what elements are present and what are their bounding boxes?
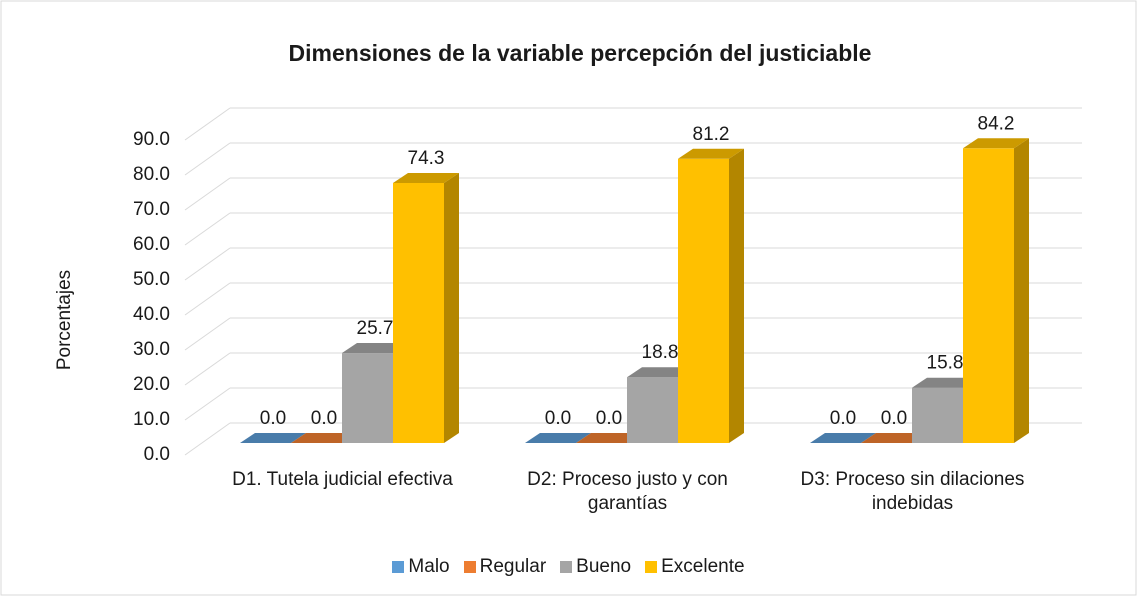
grid-line: [184, 142, 231, 176]
bar: [963, 148, 1014, 444]
chart-title: Dimensiones de la variable percepción de…: [289, 40, 872, 66]
y-tick-label: 70.0: [133, 199, 170, 220]
grid-line: [184, 282, 231, 316]
legend-swatch: [560, 561, 573, 573]
bar-top: [912, 377, 978, 388]
bar-top: [342, 343, 408, 354]
y-tick-label: 50.0: [133, 269, 170, 290]
grid-line: [184, 422, 231, 456]
bar-group: [240, 433, 306, 443]
y-tick-label: 80.0: [133, 164, 170, 185]
legend-item: Excelente: [645, 556, 745, 578]
y-tick-label: 30.0: [133, 339, 170, 360]
data-label: 0.0: [596, 408, 622, 429]
bar: [342, 353, 393, 443]
bar-top: [240, 433, 306, 443]
bar-group: [291, 433, 357, 443]
grid-line: [184, 387, 231, 421]
bar-top: [678, 148, 744, 159]
x-tick-label: D1. Tutela judicial efectiva: [232, 469, 453, 490]
x-tick-label: D2: Proceso justo y con garantías: [527, 469, 728, 514]
bar: [393, 182, 444, 443]
bar-group: [393, 172, 459, 443]
legend-label: Regular: [479, 556, 547, 577]
bar: [627, 377, 678, 443]
data-label: 74.3: [408, 148, 445, 169]
data-label: 84.2: [978, 113, 1015, 134]
y-axis-label: Porcentajes: [54, 270, 75, 370]
y-tick-label: 90.0: [133, 129, 170, 150]
bar-side: [1014, 138, 1029, 444]
y-tick-label: 10.0: [133, 409, 170, 430]
bar-top: [627, 367, 693, 378]
data-label: 25.7: [357, 318, 394, 339]
bar-top: [963, 138, 1029, 149]
bar-group: [861, 433, 927, 443]
legend-item: Bueno: [560, 556, 631, 578]
y-tick-label: 40.0: [133, 304, 170, 325]
data-label: 18.8: [642, 342, 679, 363]
data-label: 81.2: [693, 124, 730, 145]
bar-side: [729, 148, 744, 444]
legend-item: Malo: [392, 556, 450, 578]
bar-group: [525, 433, 591, 443]
legend-label: Excelente: [661, 556, 745, 577]
x-tick-label: D3: Proceso sin dilaciones indebidas: [800, 469, 1025, 514]
bar-group: [810, 433, 876, 443]
y-tick-label: 0.0: [144, 444, 170, 465]
legend-label: Malo: [408, 556, 450, 577]
bar-group: [576, 433, 642, 443]
bar-top: [861, 433, 927, 443]
data-label: 15.8: [927, 353, 964, 374]
legend-swatch: [392, 561, 405, 573]
bar-side: [444, 172, 459, 443]
bar: [912, 387, 963, 443]
data-label: 0.0: [260, 408, 286, 429]
data-label: 0.0: [545, 408, 571, 429]
data-label: 0.0: [881, 408, 907, 429]
y-tick-label: 20.0: [133, 374, 170, 395]
grid-line: [184, 352, 231, 386]
bar-top: [393, 172, 459, 183]
bar-top: [576, 433, 642, 443]
bar-group: [678, 148, 744, 444]
bar-top: [525, 433, 591, 443]
legend-swatch: [645, 561, 658, 573]
grid-line: [184, 107, 231, 141]
data-label: 0.0: [830, 408, 856, 429]
bar-top: [291, 433, 357, 443]
legend-label: Bueno: [576, 556, 632, 577]
grid-line: [184, 212, 231, 246]
y-tick-label: 60.0: [133, 234, 170, 255]
legend-swatch: [463, 561, 476, 573]
grid-line: [184, 317, 231, 351]
grid-line: [184, 247, 231, 281]
bar-group: [963, 138, 1029, 444]
bar: [678, 158, 729, 444]
data-label: 0.0: [311, 408, 337, 429]
legend-item: Regular: [463, 556, 547, 578]
legend: Malo Regular Bueno Excelente: [0, 556, 1137, 578]
bar-group: [627, 367, 693, 443]
grid-line: [184, 177, 231, 211]
bar-top: [810, 433, 876, 443]
